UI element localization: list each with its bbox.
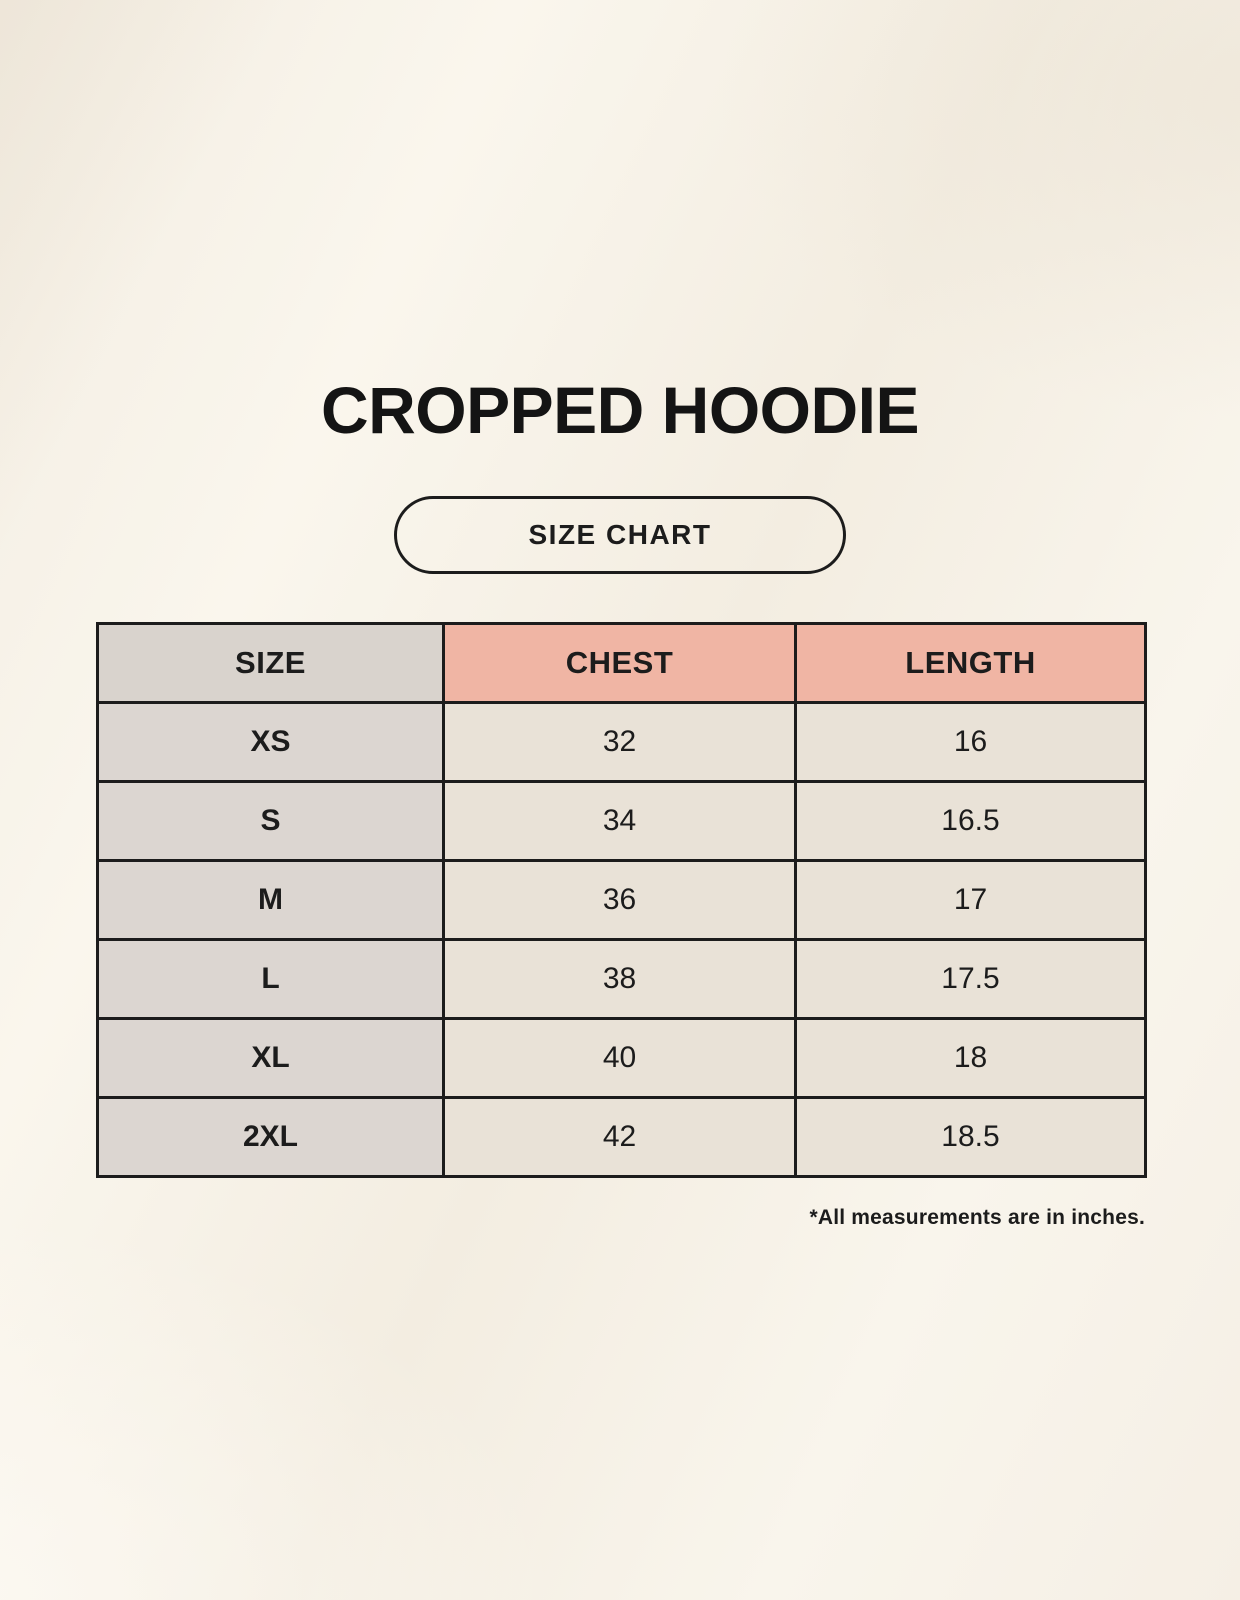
- table-row: L 38 17.5: [96, 938, 1147, 1020]
- table-row: S 34 16.5: [96, 780, 1147, 862]
- cell-length-value: 16: [794, 701, 1147, 783]
- row-label-size: XS: [96, 701, 445, 783]
- header-cell-length: LENGTH: [794, 622, 1147, 704]
- cell-length-value: 16.5: [794, 780, 1147, 862]
- table-row: M 36 17: [96, 859, 1147, 941]
- page-title: CROPPED HOODIE: [320, 373, 920, 447]
- measurements-footnote: *All measurements are in inches.: [809, 1206, 1145, 1229]
- cell-chest-value: 40: [442, 1017, 797, 1099]
- cell-chest-value: 38: [442, 938, 797, 1020]
- table-row: 2XL 42 18.5: [96, 1096, 1147, 1178]
- cell-chest-value: 36: [442, 859, 797, 941]
- table-row: XS 32 16: [96, 701, 1147, 783]
- cell-length-value: 18.5: [794, 1096, 1147, 1178]
- header-cell-chest: CHEST: [442, 622, 797, 704]
- cell-length-value: 17: [794, 859, 1147, 941]
- cell-chest-value: 34: [442, 780, 797, 862]
- cell-length-value: 18: [794, 1017, 1147, 1099]
- cell-length-value: 17.5: [794, 938, 1147, 1020]
- row-label-size: L: [96, 938, 445, 1020]
- size-chart-badge-label: SIZE CHART: [528, 519, 712, 550]
- size-chart-badge: SIZE CHART: [394, 496, 846, 574]
- size-table: SIZE CHEST LENGTH XS 32 16 S 34 16.5 M 3…: [96, 622, 1147, 1178]
- header-cell-size: SIZE: [96, 622, 445, 704]
- row-label-size: 2XL: [96, 1096, 445, 1178]
- row-label-size: XL: [96, 1017, 445, 1099]
- row-label-size: S: [96, 780, 445, 862]
- row-label-size: M: [96, 859, 445, 941]
- table-header-row: SIZE CHEST LENGTH: [96, 622, 1147, 704]
- cell-chest-value: 42: [442, 1096, 797, 1178]
- cell-chest-value: 32: [442, 701, 797, 783]
- table-row: XL 40 18: [96, 1017, 1147, 1099]
